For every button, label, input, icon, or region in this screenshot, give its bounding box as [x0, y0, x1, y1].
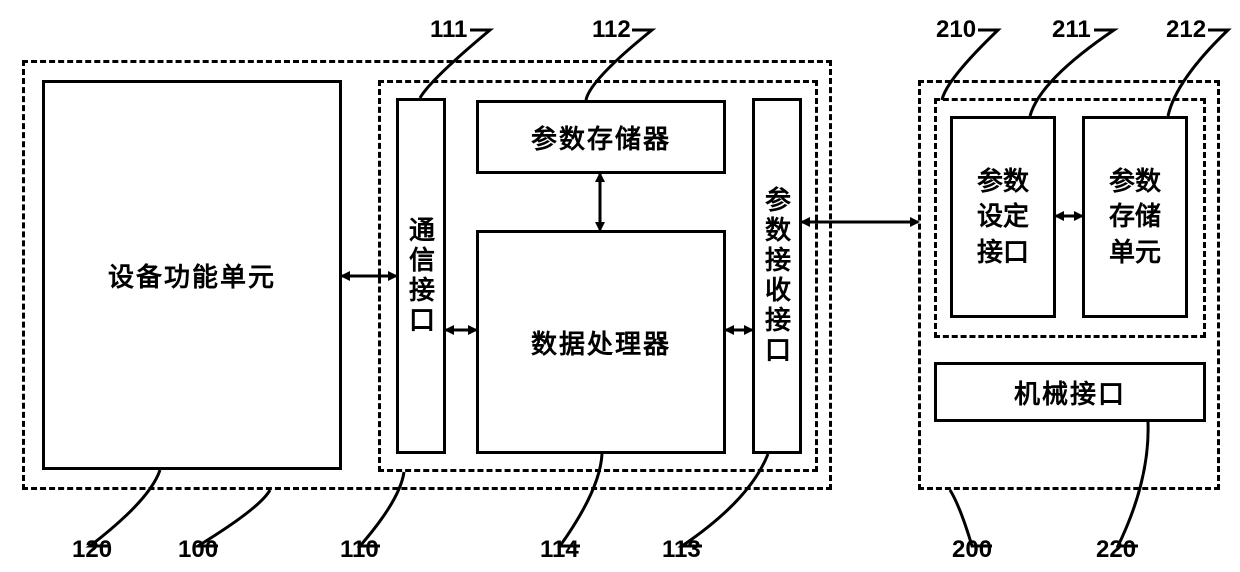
- block-device-function-unit-label: 设备功能单元: [108, 257, 276, 294]
- ref-label-112: 112: [592, 16, 631, 44]
- block-param-recv-interface-label: 参数接收接口: [759, 186, 796, 366]
- ref-label-212: 212: [1166, 16, 1206, 44]
- ref-label-111: 111: [430, 16, 467, 44]
- block-comm-interface-label: 通信接口: [403, 216, 440, 336]
- block-param-storage: 参数存储器: [476, 100, 726, 174]
- ref-label-210: 210: [936, 16, 976, 44]
- ref-label-100: 100: [178, 536, 218, 564]
- ref-label-113: 113: [662, 536, 701, 564]
- block-param-storage-label: 参数存储器: [531, 119, 671, 156]
- block-param-recv-interface: 参数接收接口: [752, 98, 802, 454]
- block-data-processor-label: 数据处理器: [531, 324, 671, 361]
- ref-label-114: 114: [540, 536, 579, 564]
- ref-label-211: 211: [1052, 16, 1091, 44]
- ref-label-200: 200: [952, 536, 992, 564]
- block-comm-interface: 通信接口: [396, 98, 446, 454]
- block-param-storage-unit: 参数存储单元: [1082, 116, 1188, 318]
- block-param-set-interface-label: 参数设定接口: [953, 164, 1053, 269]
- block-data-processor: 数据处理器: [476, 230, 726, 454]
- block-mechanical-interface: 机械接口: [934, 362, 1206, 422]
- ref-label-220: 220: [1096, 536, 1136, 564]
- ref-label-110: 110: [340, 536, 379, 564]
- block-param-storage-unit-label: 参数存储单元: [1085, 164, 1185, 269]
- block-device-function-unit: 设备功能单元: [42, 80, 342, 470]
- ref-label-120: 120: [72, 536, 112, 564]
- diagram-canvas: 设备功能单元 通信接口 参数存储器 数据处理器 参数接收接口 参数设定接口 参数…: [0, 0, 1240, 572]
- block-mechanical-interface-label: 机械接口: [1014, 374, 1126, 411]
- block-param-set-interface: 参数设定接口: [950, 116, 1056, 318]
